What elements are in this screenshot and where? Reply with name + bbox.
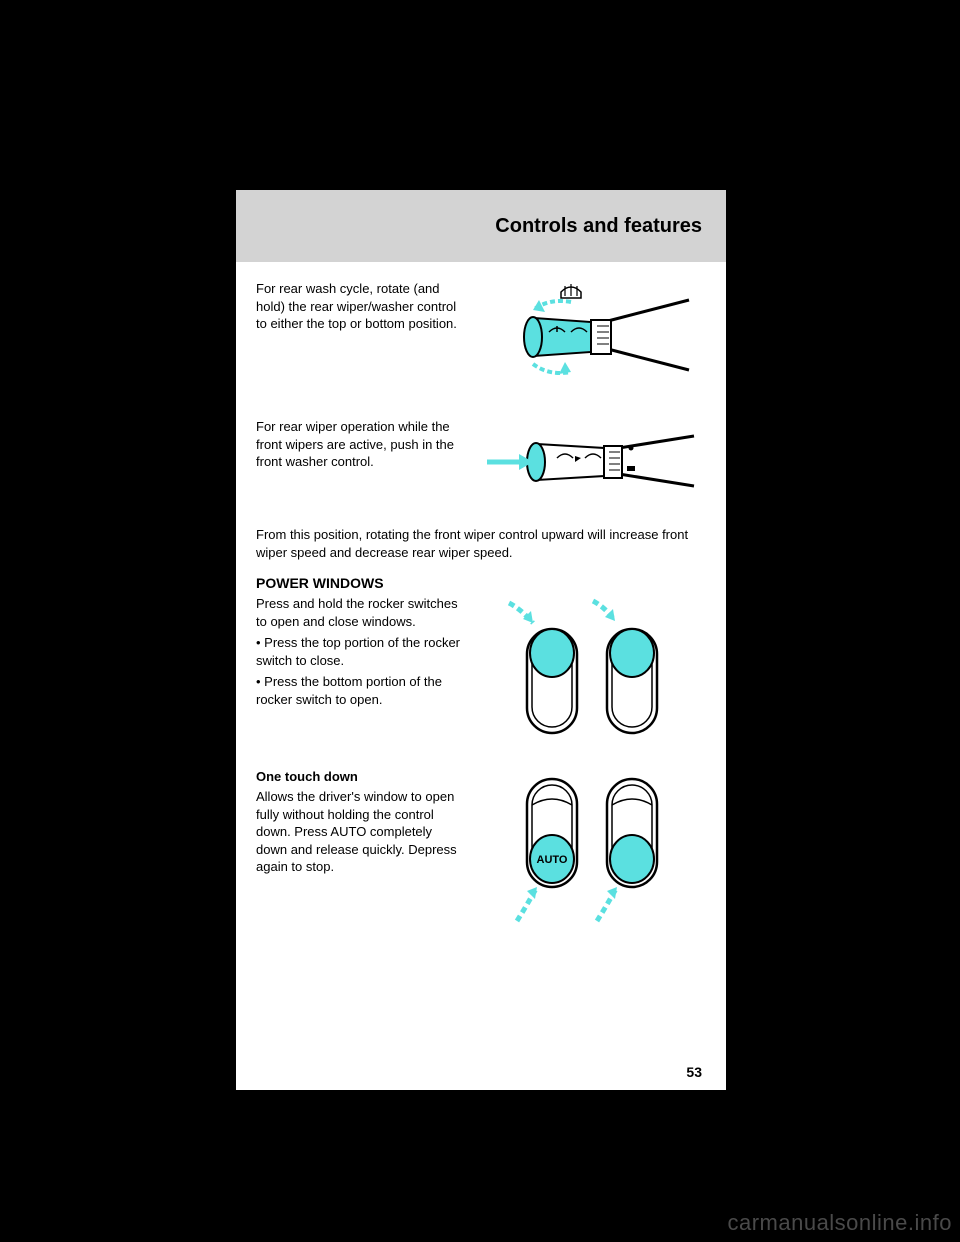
power-windows-heading: POWER WINDOWS <box>256 575 706 591</box>
push-trailing-paragraph: From this position, rotating the front w… <box>256 526 706 561</box>
rocker-switches-svg <box>489 595 689 745</box>
figure-knob-rotate <box>472 280 706 400</box>
wiper-knob-push-svg <box>479 418 699 508</box>
auto-label-text: AUTO <box>537 854 568 866</box>
manual-page: Controls and features For rear wash cycl… <box>236 190 726 1090</box>
figure-knob-push <box>472 418 706 508</box>
text-power-windows: Press and hold the rocker switches to op… <box>256 595 472 708</box>
row-power-windows: Press and hold the rocker switches to op… <box>256 595 706 745</box>
watermark: carmanualsonline.info <box>727 1210 952 1236</box>
header-band: Controls and features <box>236 190 726 262</box>
pw-bullet2: • Press the bottom portion of the rocker… <box>256 673 462 708</box>
row-rear-wiper-push: For rear wiper operation while the front… <box>256 418 706 508</box>
pw-intro: Press and hold the rocker switches to op… <box>256 595 462 630</box>
pw-bullet1: • Press the top portion of the rocker sw… <box>256 634 462 669</box>
rear-wash-paragraph: For rear wash cycle, rotate (and hold) t… <box>256 280 462 333</box>
one-touch-paragraph: Allows the driver's window to open fully… <box>256 788 462 876</box>
page-content: For rear wash cycle, rotate (and hold) t… <box>256 280 706 1070</box>
page-title: Controls and features <box>495 215 702 238</box>
push-paragraph: For rear wiper operation while the front… <box>256 418 462 471</box>
text-rear-wiper-push: For rear wiper operation while the front… <box>256 418 472 471</box>
page-number: 53 <box>686 1064 702 1080</box>
pw-bullet1-text: Press the top portion of the rocker swit… <box>256 635 460 668</box>
row-one-touch: One touch down Allows the driver's windo… <box>256 763 706 933</box>
auto-switches-svg: AUTO <box>489 763 689 933</box>
text-one-touch: One touch down Allows the driver's windo… <box>256 763 472 876</box>
row-rear-wash: For rear wash cycle, rotate (and hold) t… <box>256 280 706 400</box>
wiper-knob-rotate-svg <box>479 280 699 400</box>
text-rear-wash: For rear wash cycle, rotate (and hold) t… <box>256 280 472 333</box>
one-touch-heading: One touch down <box>256 769 462 784</box>
figure-rocker-switches <box>472 595 706 745</box>
pw-bullet2-text: Press the bottom portion of the rocker s… <box>256 674 442 707</box>
figure-auto-switches: AUTO <box>472 763 706 933</box>
